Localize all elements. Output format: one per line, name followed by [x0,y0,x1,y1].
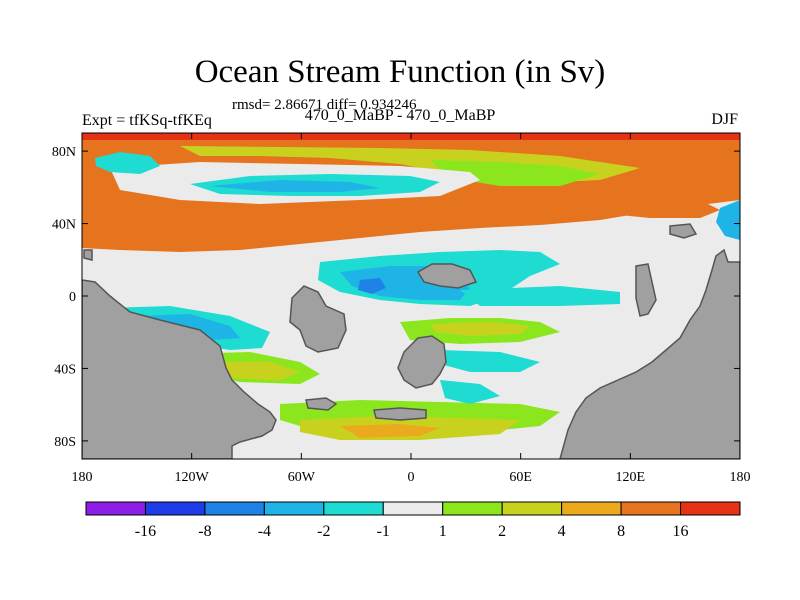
y-tick-label: 80N [52,145,76,160]
experiment-label: Expt = tfKSq-tfKEq [82,112,212,129]
colorbar-label: 2 [498,523,506,540]
land-continent-c [416,263,478,289]
colorbar-swatch [620,501,682,516]
y-tick-label: 80S [54,435,76,450]
y-tick-label: 40N [52,218,76,233]
land-island-g [305,397,338,411]
stats-label: rmsd= 2.86671 diff= 0.934246 [232,97,417,113]
x-tick-label: 0 [408,470,415,485]
x-tick-label: 180 [730,470,751,485]
region-north-orange-2 [600,198,720,218]
colorbar-swatch [680,501,741,516]
land-island-d [635,263,657,317]
land-asia-australia [559,248,740,459]
region-northeast-cyan [716,200,740,240]
colorbar-label: -16 [135,523,156,540]
region-south-cyan-4 [440,380,500,404]
region-south-cyan-3 [440,350,540,372]
land-continent-a [289,285,347,353]
period-label: 470_0_MaBP - 470_0_MaBP [304,107,496,124]
region-north-blue-2 [210,180,380,192]
colorbar-label: 8 [617,523,625,540]
x-tick-label: 60W [288,470,316,485]
colorbar: -16 -8 -4 -2 -1 1 2 4 8 16 [85,501,741,540]
colorbar-swatch [85,501,146,516]
season-label: DJF [711,111,738,128]
region-south-orange [340,424,440,438]
colorbar-label: -2 [317,523,330,540]
colorbar-label: -1 [377,523,390,540]
x-tick-label: 60E [509,470,532,485]
colorbar-label: -4 [258,523,271,540]
colorbar-swatch [382,501,444,516]
plot-title: Ocean Stream Function (in Sv) [194,54,606,90]
y-tick-label: 40S [54,362,76,377]
land-island-f [373,407,427,421]
land-americas [82,279,277,459]
colorbar-label: 16 [673,523,689,540]
colorbar-swatch [323,501,384,516]
x-tick-label: 120W [175,470,210,485]
colorbar-swatch [561,501,622,516]
region-south-yellow-2 [210,362,300,380]
x-axis: 180 120W 60W 0 60E 120E 180 [72,133,751,485]
region-south-yellow-1 [430,322,530,336]
land-island-e [669,223,698,239]
region-tropic-core [358,278,386,294]
colorbar-label: -8 [198,523,211,540]
colorbar-swatch [442,501,503,516]
colorbar-swatch [204,501,265,516]
region-north-cyan-1 [95,152,160,174]
colorbar-swatch [501,501,563,516]
colorbar-label: 4 [558,523,566,540]
x-tick-label: 180 [72,470,93,485]
land-island-h [83,249,93,261]
x-tick-label: 120E [616,470,646,485]
region-tropic-east-cyan [460,286,620,306]
colorbar-swatch [263,501,325,516]
map-field [82,133,740,459]
y-axis: 80N 40N 0 40S 80S [52,145,740,450]
y-tick-label: 0 [69,290,76,305]
colorbar-label: 1 [439,523,447,540]
colorbar-swatch [144,501,206,516]
land-continent-b [397,335,447,389]
